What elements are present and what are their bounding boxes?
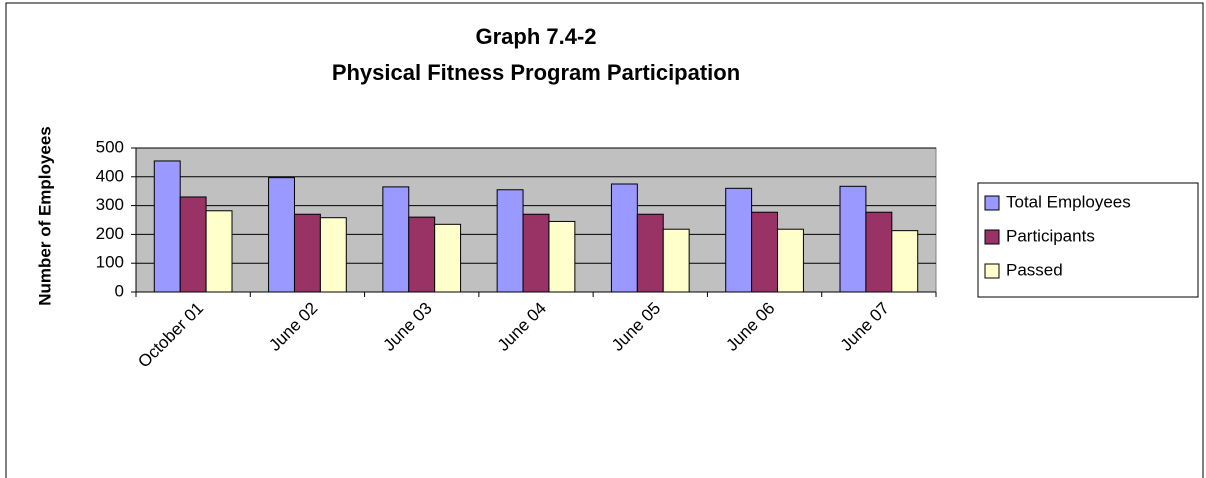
y-tick-label: 200	[96, 224, 124, 243]
chart-subtitle: Physical Fitness Program Participation	[332, 60, 740, 85]
bar	[751, 211, 779, 293]
bar	[839, 185, 867, 293]
bar	[610, 183, 638, 293]
legend-swatch	[984, 263, 1000, 279]
bar	[636, 213, 664, 293]
bar	[662, 228, 690, 293]
bar	[777, 228, 804, 293]
y-tick-label: 100	[96, 253, 124, 272]
legend-label: Passed	[1006, 260, 1063, 279]
bar	[522, 213, 550, 293]
bar	[865, 211, 893, 293]
y-tick-label: 300	[96, 195, 124, 214]
y-tick-label: 400	[96, 166, 124, 185]
bar	[205, 210, 233, 293]
bar	[382, 186, 410, 293]
legend-swatch	[984, 229, 1000, 245]
bar	[548, 220, 576, 293]
bar	[153, 160, 181, 293]
legend	[977, 182, 1199, 298]
y-axis-label: Number of Employees	[35, 126, 54, 306]
y-tick-label: 0	[115, 281, 124, 300]
bar	[434, 223, 462, 293]
legend-label: Total Employees	[1006, 192, 1131, 211]
legend-label: Participants	[1006, 226, 1095, 245]
bar	[268, 177, 295, 293]
bar	[725, 187, 753, 293]
bar	[408, 216, 436, 293]
bar	[891, 230, 919, 293]
chart-title: Graph 7.4-2	[475, 24, 596, 49]
y-tick-label: 500	[96, 137, 124, 156]
bar	[293, 213, 321, 293]
bar	[179, 196, 207, 293]
bar	[319, 217, 347, 293]
bar	[496, 189, 524, 293]
legend-swatch	[984, 195, 1000, 211]
